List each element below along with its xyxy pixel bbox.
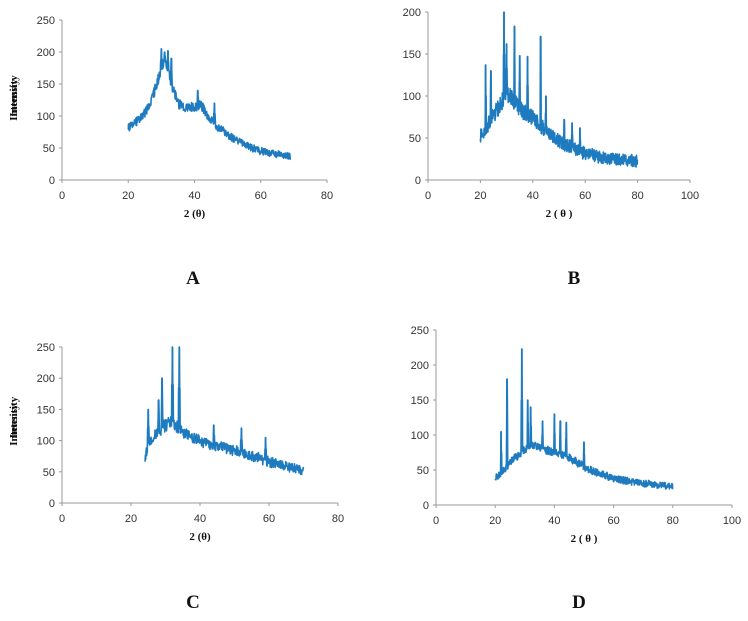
x-tick-label: 20 [474, 190, 486, 202]
x-axis-title: 2 ( θ ) [546, 208, 573, 220]
y-tick-label: 200 [37, 373, 55, 385]
y-tick-label: 250 [411, 325, 429, 337]
y-tick-label: 150 [411, 395, 429, 407]
x-tick-label: 60 [579, 190, 591, 202]
x-tick-label: 100 [681, 190, 699, 202]
x-axis-title: 2 ( θ ) [571, 533, 598, 545]
series-line [479, 11, 639, 168]
panel-label-b: B [567, 268, 581, 289]
x-tick-label: 20 [489, 515, 501, 527]
y-tick-label: 0 [49, 175, 55, 187]
y-tick-label: 150 [403, 49, 421, 61]
y-tick-label: 0 [415, 175, 421, 187]
y-tick-label: 50 [43, 467, 55, 479]
x-tick-label: 60 [255, 190, 267, 202]
x-tick-label: 20 [122, 190, 134, 202]
x-tick-label: 0 [433, 515, 439, 527]
panel-label-d: D [572, 592, 586, 613]
series-line [144, 346, 305, 476]
y-tick-label: 50 [409, 133, 421, 145]
y-tick-label: 100 [411, 430, 429, 442]
chart-panel-c: 0 50 100 150 200 250 0 20 40 60 80 2 (θ) Intensity [8, 342, 344, 543]
y-tick-label: 50 [43, 143, 55, 155]
series-line [127, 47, 292, 160]
x-tick-label: 80 [321, 190, 333, 202]
y-tick-label: 100 [37, 436, 55, 448]
y-tick-label: 0 [49, 498, 55, 510]
x-tick-label: 60 [607, 515, 619, 527]
y-tick-label: 100 [37, 111, 55, 123]
y-tick-label: 50 [417, 465, 429, 477]
panel-label-c: C [186, 592, 200, 613]
x-tick-label: 0 [59, 190, 65, 202]
x-axis-title: 2 (θ) [184, 208, 206, 220]
x-tick-label: 40 [194, 513, 206, 525]
chart-panel-a: 0 50 100 150 200 250 0 20 40 60 80 2 (θ) Intensity [8, 15, 333, 220]
y-tick-label: 200 [403, 7, 421, 19]
x-tick-label: 20 [125, 513, 137, 525]
y-axis-title: Intensity [8, 75, 20, 117]
y-tick-label: 200 [37, 47, 55, 59]
y-tick-label: 250 [37, 15, 55, 27]
x-tick-label: 40 [188, 190, 200, 202]
x-tick-label: 80 [631, 190, 643, 202]
panel-label-a: A [186, 268, 200, 289]
y-axis-title: Intensity [8, 79, 20, 121]
x-tick-label: 0 [425, 190, 431, 202]
x-tick-label: 0 [59, 513, 65, 525]
y-axis-title: Intensity [8, 396, 20, 438]
y-axis-title: Intensity [8, 404, 20, 446]
y-tick-label: 100 [403, 91, 421, 103]
y-tick-label: 200 [411, 360, 429, 372]
y-tick-label: 150 [37, 79, 55, 91]
x-tick-label: 40 [527, 190, 539, 202]
x-tick-label: 80 [332, 513, 344, 525]
y-tick-label: 0 [423, 500, 429, 512]
y-tick-label: 250 [37, 342, 55, 354]
x-tick-label: 100 [723, 515, 741, 527]
y-tick-label: 150 [37, 404, 55, 416]
x-tick-label: 60 [263, 513, 275, 525]
x-tick-label: 80 [667, 515, 679, 527]
x-tick-label: 40 [548, 515, 560, 527]
x-axis-title: 2 (θ) [189, 531, 211, 543]
